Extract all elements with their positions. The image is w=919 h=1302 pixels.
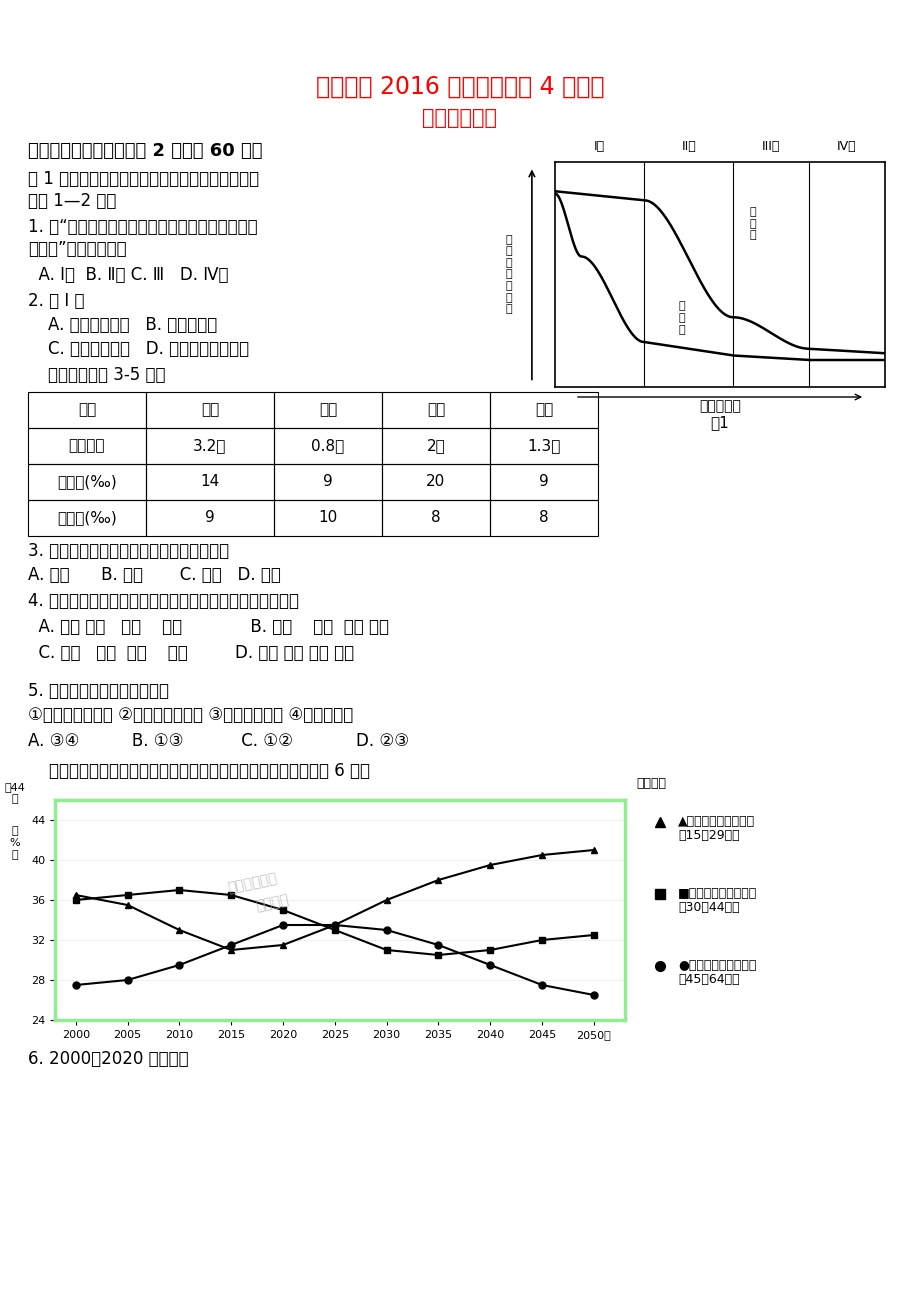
Text: 2亿: 2亿: [426, 439, 445, 453]
Text: 美国: 美国: [200, 402, 219, 418]
Bar: [146, 464, 274, 500]
Bar: [274, 392, 381, 428]
Text: 图 1 表示某地区人口再生产类型的转变过程。据此: 图 1 表示某地区人口再生产类型的转变过程。据此: [28, 171, 259, 187]
Text: ▲年轻劳动力人口比重: ▲年轻劳动力人口比重: [677, 815, 754, 828]
Text: 出生率(‰): 出生率(‰): [57, 474, 117, 490]
Bar: [274, 464, 381, 500]
Bar: [28, 464, 146, 500]
Text: 8: 8: [431, 510, 440, 526]
Bar: [490, 392, 597, 428]
Text: 0.8亿: 0.8亿: [311, 439, 345, 453]
Bar: [274, 500, 381, 536]
Text: 比44
重: 比44 重: [5, 783, 26, 805]
Text: （30～44岁）: （30～44岁）: [677, 901, 739, 914]
Text: IV期: IV期: [836, 141, 856, 154]
Text: 慢增加”对应的期间是: 慢增加”对应的期间是: [28, 240, 127, 258]
Bar: [381, 464, 490, 500]
Text: ●老年劳动力人口比重: ●老年劳动力人口比重: [677, 960, 755, 973]
Bar: [146, 428, 274, 464]
Text: 日本: 日本: [534, 402, 552, 418]
Text: II期: II期: [681, 141, 696, 154]
Text: （
%
）: （ % ）: [10, 827, 20, 859]
Text: 9: 9: [539, 474, 549, 490]
Text: 20: 20: [425, 474, 445, 490]
Text: 3. 关于表中国家人口自然增长速度最快的是: 3. 关于表中国家人口自然增长速度最快的是: [28, 542, 229, 560]
Bar: [28, 428, 146, 464]
Text: III期: III期: [761, 141, 779, 154]
Text: 2. 在 Ⅰ 期: 2. 在 Ⅰ 期: [28, 292, 85, 310]
Text: 4. 关于表中国家人口自然增长数量从多到少的排列正确的是: 4. 关于表中国家人口自然增长数量从多到少的排列正确的是: [28, 592, 299, 611]
Text: （亿人）: （亿人）: [636, 777, 665, 790]
Text: 巴西: 巴西: [426, 402, 445, 418]
Text: 出
生
率: 出 生 率: [749, 207, 755, 240]
Text: 读下表，回答 3-5 题。: 读下表，回答 3-5 题。: [48, 366, 165, 384]
Bar: [381, 500, 490, 536]
Text: 时间的变化: 时间的变化: [698, 398, 740, 413]
Bar: [381, 428, 490, 464]
Text: 国家: 国家: [78, 402, 96, 418]
Text: 文科地理试题: 文科地理试题: [422, 108, 497, 128]
Bar: [274, 428, 381, 464]
Text: 1.3亿: 1.3亿: [527, 439, 560, 453]
Text: 下图示意我国近几年的劳动年龄人口变化及未来预测，读图回答 6 题。: 下图示意我国近几年的劳动年龄人口变化及未来预测，读图回答 6 题。: [28, 762, 369, 780]
Text: A. 人口急剧膨胀   B. 人口老龄化: A. 人口急剧膨胀 B. 人口老龄化: [48, 316, 217, 335]
Text: 死
亡
率: 死 亡 率: [678, 302, 685, 335]
Text: （45～64岁）: （45～64岁）: [677, 973, 739, 986]
Text: （15～29岁）: （15～29岁）: [677, 829, 739, 842]
Text: A. Ⅰ期  B. Ⅱ期 C. Ⅲ   D. Ⅳ期: A. Ⅰ期 B. Ⅱ期 C. Ⅲ D. Ⅳ期: [28, 266, 228, 284]
Text: 回答 1—2 题。: 回答 1—2 题。: [28, 191, 116, 210]
Text: 变化趋势: 变化趋势: [255, 892, 289, 913]
Text: I期: I期: [594, 141, 605, 154]
Text: A. ③④          B. ①③           C. ①②            D. ②③: A. ③④ B. ①③ C. ①② D. ②③: [28, 732, 409, 750]
Text: 出
生
率
、
死
亡
率: 出 生 率 、 死 亡 率: [505, 234, 512, 314]
Text: 一、单项选择题（每小题 2 分，共 60 分）: 一、单项选择题（每小题 2 分，共 60 分）: [28, 142, 262, 160]
Bar: [28, 500, 146, 536]
Text: 1. 与“人口自然增长率迅速降低，高龄人口比例缓: 1. 与“人口自然增长率迅速降低，高龄人口比例缓: [28, 217, 257, 236]
Text: 9: 9: [205, 510, 215, 526]
Text: ①人口老龄化严重 ②劳动力严重不足 ③人口增长过快 ④人口总量大: ①人口老龄化严重 ②劳动力严重不足 ③人口增长过快 ④人口总量大: [28, 706, 353, 724]
Text: 死亡率(‰): 死亡率(‰): [57, 510, 117, 526]
Text: C. 美国   德国  日本    巴西         D. 日本 巴西 德国 美国: C. 美国 德国 日本 巴西 D. 日本 巴西 德国 美国: [28, 644, 354, 661]
Text: 图1: 图1: [709, 415, 729, 430]
Text: 6. 2000～2020 年，我国: 6. 2000～2020 年，我国: [28, 1049, 188, 1068]
Text: A. 巴西 美国   日本    德国             B. 德国    美国  巴西 日本: A. 巴西 美国 日本 德国 B. 德国 美国 巴西 日本: [28, 618, 389, 635]
Bar: [28, 392, 146, 428]
Bar: [146, 392, 274, 428]
Text: 劳动年龄人口: 劳动年龄人口: [226, 871, 278, 896]
Text: 9: 9: [323, 474, 333, 490]
Bar: [490, 428, 597, 464]
Text: 8: 8: [539, 510, 549, 526]
Bar: [381, 392, 490, 428]
Text: ■中年劳动力人口比重: ■中年劳动力人口比重: [677, 887, 756, 900]
Text: 德国: 德国: [319, 402, 336, 418]
Text: 14: 14: [200, 474, 220, 490]
Text: 3.2亿: 3.2亿: [193, 439, 226, 453]
Text: 10: 10: [318, 510, 337, 526]
Bar: [490, 464, 597, 500]
Text: 人口总数: 人口总数: [69, 439, 105, 453]
Text: C. 人口增长停滞   D. 人口平均寿命较低: C. 人口增长停滞 D. 人口平均寿命较低: [48, 340, 249, 358]
Text: 5. 印度面临的人口问题主要是: 5. 印度面临的人口问题主要是: [28, 682, 169, 700]
Bar: [490, 500, 597, 536]
Bar: [146, 500, 274, 536]
Text: A. 美国      B. 德国       C. 巴西   D. 日本: A. 美国 B. 德国 C. 巴西 D. 日本: [28, 566, 280, 585]
Text: 石林一中 2016 年高一下学期 4 月月考: 石林一中 2016 年高一下学期 4 月月考: [315, 76, 604, 99]
